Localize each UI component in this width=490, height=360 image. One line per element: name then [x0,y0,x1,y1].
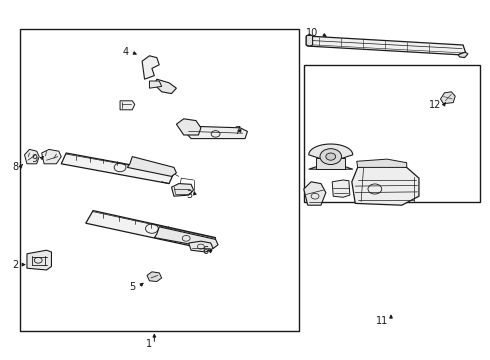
Bar [20,29,299,331]
Polygon shape [184,126,247,139]
Polygon shape [357,159,407,167]
Polygon shape [154,227,218,248]
Polygon shape [120,101,135,110]
Text: 5: 5 [129,282,136,292]
Bar [304,65,480,202]
Polygon shape [61,153,174,184]
Circle shape [326,153,336,160]
Text: 6: 6 [202,246,208,256]
Polygon shape [176,119,201,135]
Polygon shape [332,180,350,197]
Polygon shape [154,79,176,94]
Text: 2: 2 [12,260,18,270]
Polygon shape [306,36,466,55]
Text: 1: 1 [146,339,152,349]
Polygon shape [27,250,51,270]
Polygon shape [172,184,194,196]
Polygon shape [24,149,39,164]
Polygon shape [309,144,353,169]
Polygon shape [458,52,468,58]
Polygon shape [304,182,326,205]
Polygon shape [127,157,176,176]
Text: 7: 7 [234,126,240,136]
Text: 11: 11 [376,316,389,326]
Polygon shape [441,92,455,104]
Polygon shape [42,149,61,164]
Polygon shape [189,241,213,252]
Polygon shape [306,34,313,46]
Polygon shape [149,81,162,88]
Polygon shape [352,164,419,205]
Polygon shape [142,56,159,79]
Polygon shape [316,158,345,169]
Text: 4: 4 [123,47,129,57]
Text: 12: 12 [429,100,441,111]
Circle shape [320,149,342,165]
Polygon shape [86,211,216,250]
Text: 10: 10 [306,28,318,38]
Text: 3: 3 [186,190,193,201]
Text: 8: 8 [12,162,18,172]
Text: 9: 9 [31,154,38,165]
Polygon shape [147,272,162,282]
